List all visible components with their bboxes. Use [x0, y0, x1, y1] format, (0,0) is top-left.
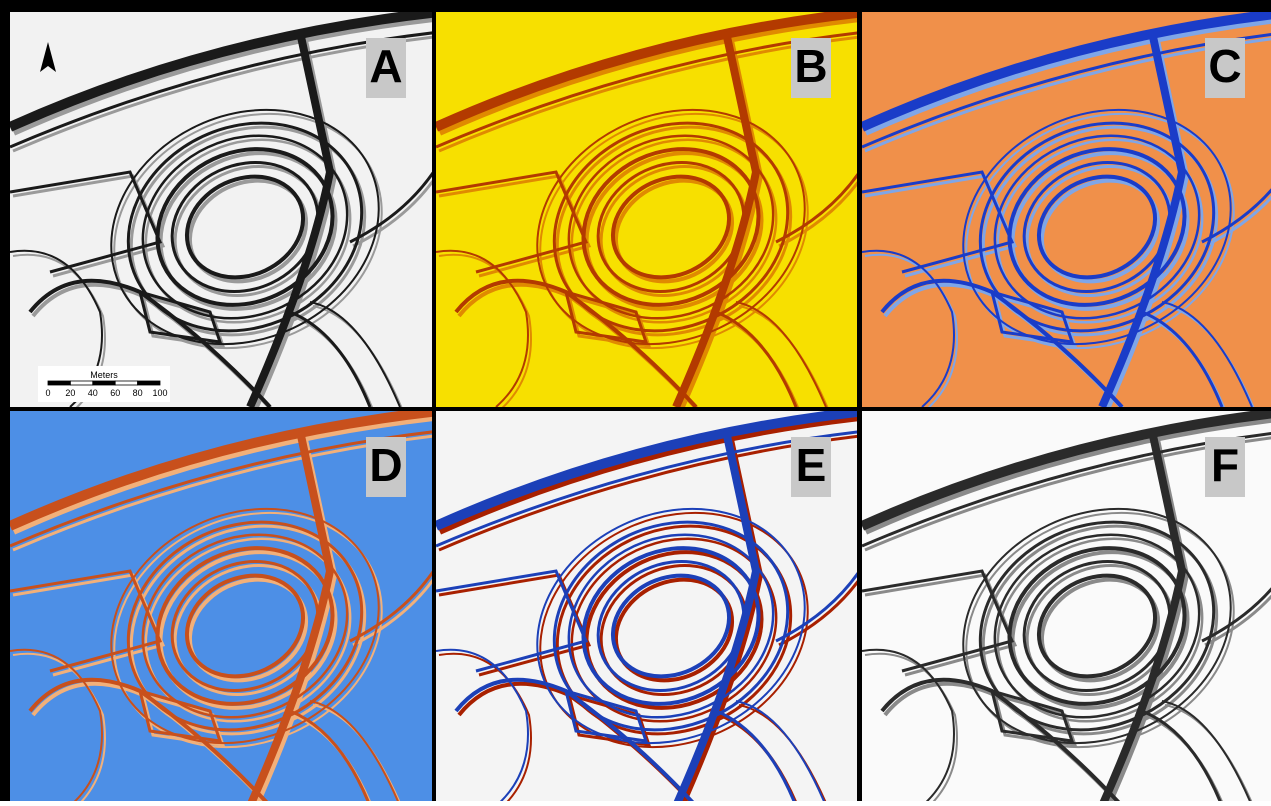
panel: A Meters 0 20 40 60 80 100	[10, 12, 443, 411]
scale-bar-tick: 40	[88, 388, 98, 398]
panel-label: E	[796, 439, 827, 491]
panel: E	[436, 411, 869, 801]
panel-label: F	[1211, 439, 1239, 491]
scale-bar-tick: 0	[45, 388, 50, 398]
scale-bar-segment	[138, 381, 160, 385]
panel: D	[10, 411, 443, 801]
scale-bar-title: Meters	[90, 370, 118, 380]
panel: F	[862, 411, 1271, 801]
panel-label: A	[369, 40, 402, 92]
scale-bar-segment	[93, 381, 115, 385]
scale-bar-segment	[70, 381, 92, 385]
scale-bar-tick: 20	[65, 388, 75, 398]
scale-bar-tick: 100	[152, 388, 167, 398]
scale-bar-segment	[48, 381, 70, 385]
panel-label: C	[1208, 40, 1241, 92]
panel-label: B	[794, 40, 827, 92]
scale-bar-segment	[115, 381, 137, 385]
scale-bar-tick: 80	[133, 388, 143, 398]
panel: B	[436, 12, 869, 411]
panel-label: D	[369, 439, 402, 491]
figure: A Meters 0 20 40 60 80 100 B C D E F	[0, 0, 1271, 801]
scale-bar-tick: 60	[110, 388, 120, 398]
panel: C	[862, 12, 1271, 411]
